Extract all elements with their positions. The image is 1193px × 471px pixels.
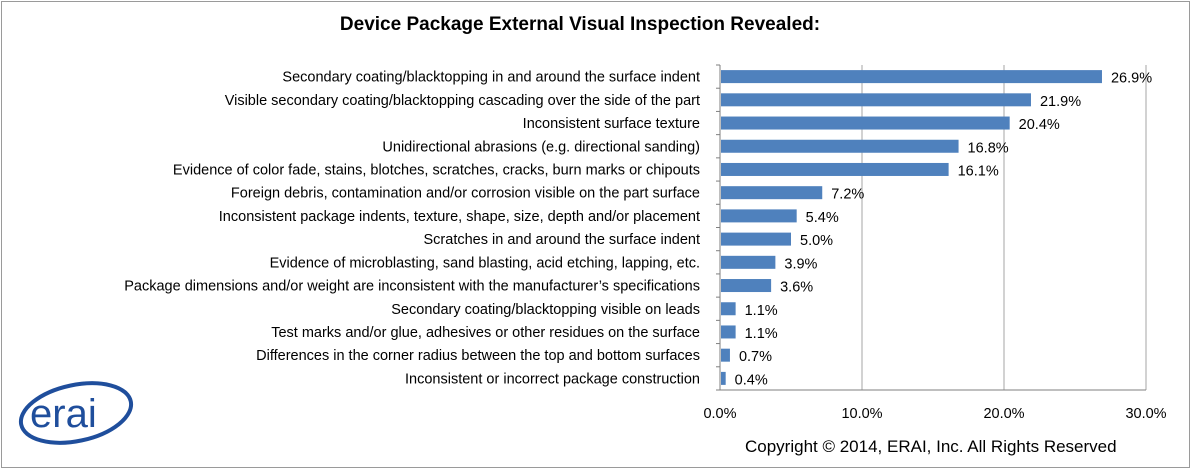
category-label: Secondary coating/blacktopping visible o…: [391, 302, 700, 318]
erai-logo: erai: [14, 377, 144, 452]
category-label: Foreign debris, contamination and/or cor…: [231, 186, 700, 202]
category-label: Secondary coating/blacktopping in and ar…: [282, 70, 700, 86]
bar: [721, 186, 823, 200]
category-labels: Secondary coating/blacktopping in and ar…: [124, 70, 700, 388]
category-label: Package dimensions and/or weight are inc…: [124, 279, 700, 295]
value-label: 20.4%: [1019, 117, 1060, 133]
category-label: Visible secondary coating/blacktopping c…: [225, 93, 700, 109]
value-label: 7.2%: [831, 187, 864, 203]
value-label: 0.7%: [739, 349, 772, 365]
grid-lines: [716, 64, 1147, 391]
category-label: Differences in the corner radius between…: [256, 348, 700, 364]
bar: [721, 93, 1031, 107]
copyright-text: Copyright © 2014, ERAI, Inc. All Rights …: [745, 437, 1117, 456]
x-tick-label: 10.0%: [841, 406, 882, 422]
chart-title: Device Package External Visual Inspectio…: [339, 14, 821, 35]
svg-text:erai: erai: [30, 392, 97, 436]
category-label: Unidirectional abrasions (e.g. direction…: [382, 139, 700, 155]
bar: [721, 116, 1010, 130]
value-label: 5.0%: [800, 233, 833, 249]
value-label: 21.9%: [1040, 94, 1081, 110]
x-tick-labels: 0.0% 10.0% 20.0% 30.0%: [703, 406, 1166, 422]
x-tick-label: 30.0%: [1125, 406, 1166, 422]
bar: [721, 139, 959, 153]
category-label: Evidence of color fade, stains, blotches…: [173, 162, 700, 178]
value-label: 3.6%: [780, 280, 813, 296]
category-label: Inconsistent or incorrect package constr…: [405, 371, 700, 387]
bar: [721, 348, 730, 362]
value-label: 16.1%: [958, 163, 999, 179]
bar: [721, 70, 1102, 84]
value-label: 5.4%: [806, 210, 839, 226]
value-label: 1.1%: [745, 303, 778, 319]
bar: [721, 325, 736, 339]
value-label: 26.9%: [1111, 71, 1152, 87]
value-labels: 26.9% 21.9% 20.4% 16.8% 16.1% 7.2% 5.4% 5.0% 3.9…: [735, 71, 1153, 389]
category-label: Scratches in and around the surface inde…: [424, 232, 700, 248]
category-label: Test marks and/or glue, adhesives or oth…: [271, 325, 700, 341]
bar: [721, 302, 736, 316]
bar: [721, 162, 949, 176]
bars: [721, 70, 1102, 385]
category-label: Inconsistent package indents, texture, s…: [219, 209, 700, 225]
bar: [721, 279, 772, 293]
value-label: 1.1%: [745, 326, 778, 342]
value-label: 0.4%: [735, 372, 768, 388]
x-tick-label: 0.0%: [703, 406, 736, 422]
bar: [721, 371, 726, 385]
bar: [721, 255, 776, 269]
bar: [721, 232, 791, 246]
value-label: 16.8%: [968, 140, 1009, 156]
bar: [721, 209, 797, 223]
category-label: Evidence of microblasting, sand blasting…: [270, 255, 700, 271]
category-label: Inconsistent surface texture: [523, 116, 700, 132]
value-label: 3.9%: [784, 256, 817, 272]
x-tick-label: 20.0%: [983, 406, 1024, 422]
